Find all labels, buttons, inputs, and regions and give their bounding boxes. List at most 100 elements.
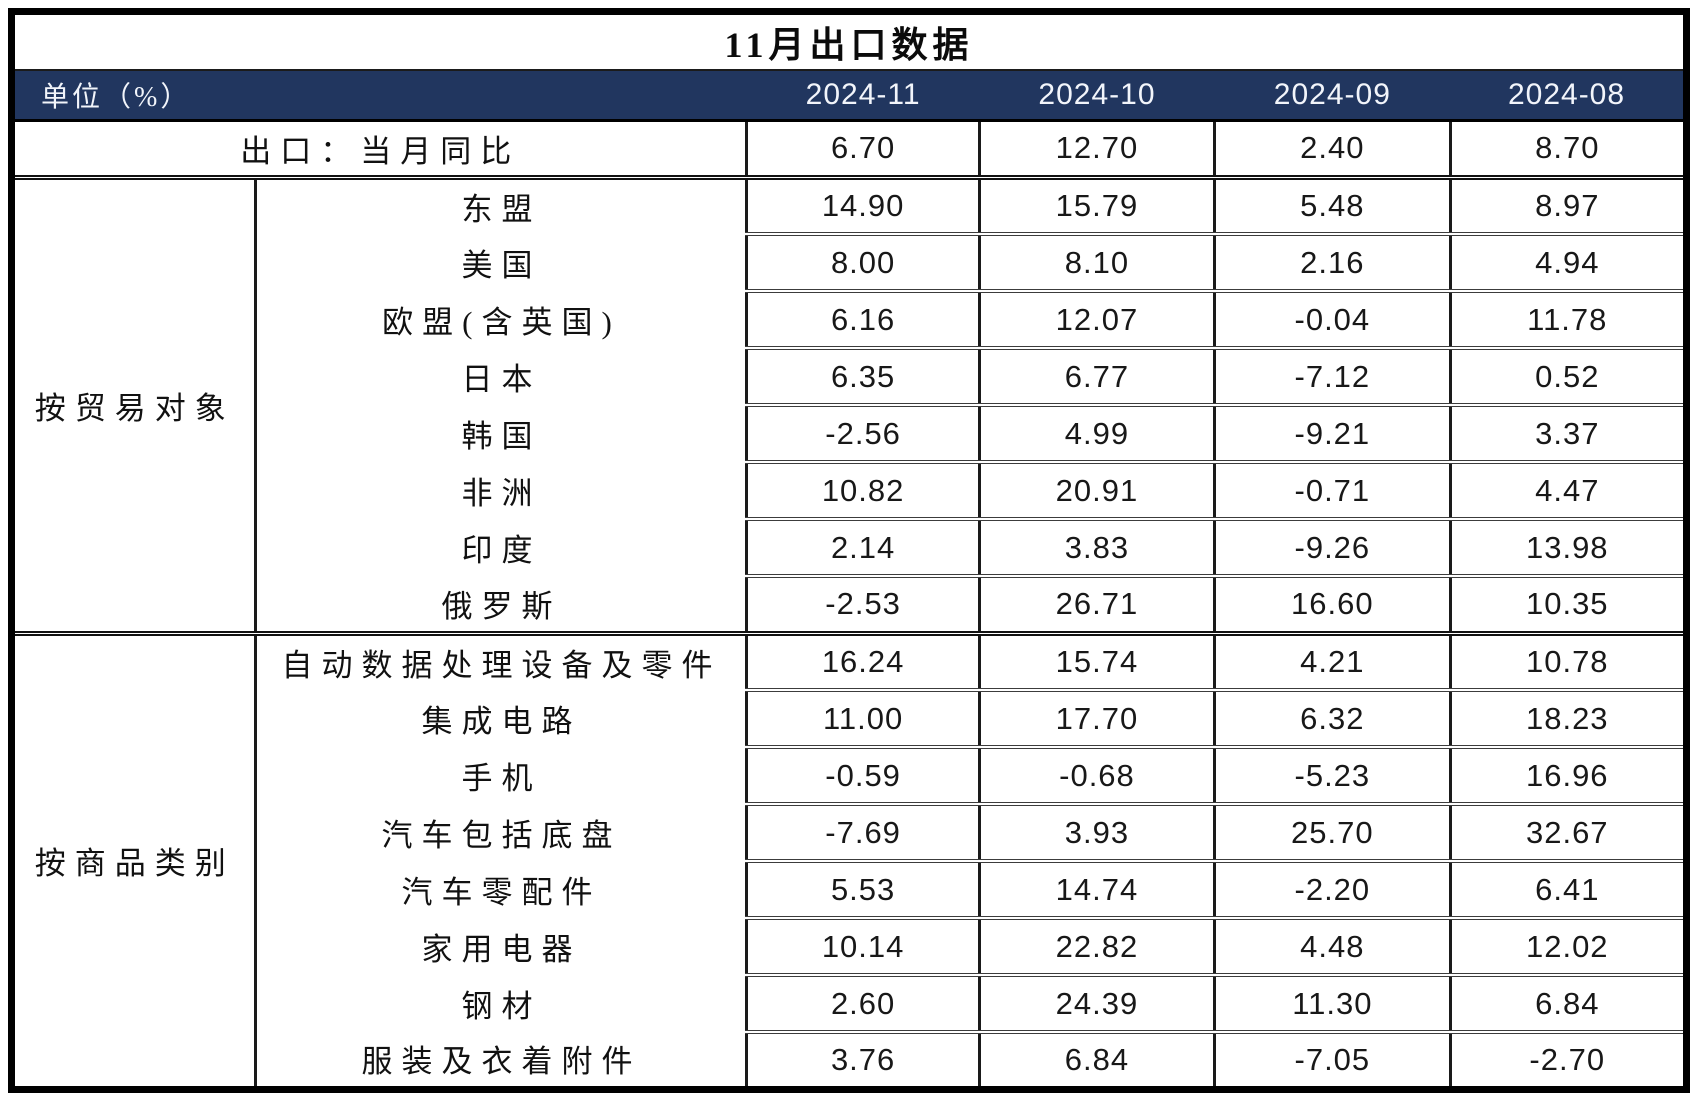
value-cell: 6.77 bbox=[979, 346, 1217, 405]
value-cell: 10.35 bbox=[1450, 574, 1687, 633]
value-cell: -7.12 bbox=[1214, 346, 1452, 405]
value-cell: 3.93 bbox=[979, 802, 1217, 861]
value-cell: 5.48 bbox=[1214, 174, 1452, 234]
row-label-cell: 美国 bbox=[255, 234, 749, 291]
value-cell: 6.35 bbox=[746, 346, 981, 405]
value-cell: 13.98 bbox=[1450, 517, 1687, 576]
value-cell: -0.04 bbox=[1214, 289, 1452, 348]
value-cell: 32.67 bbox=[1450, 802, 1687, 861]
table-row: 欧盟(含英国) 6.16 12.07 -0.04 11.78 bbox=[12, 289, 1687, 348]
table-row: 俄罗斯 -2.53 26.71 16.60 10.35 bbox=[12, 574, 1687, 633]
unit-header-cell: 单位（%） bbox=[11, 70, 256, 122]
value-cell: 3.76 bbox=[746, 1030, 981, 1089]
value-cell: 0.52 bbox=[1450, 346, 1687, 405]
value-cell: 6.16 bbox=[746, 289, 981, 348]
value-cell: 3.37 bbox=[1450, 403, 1687, 462]
value-cell: 11.78 bbox=[1450, 289, 1687, 348]
value-cell: 10.82 bbox=[746, 460, 981, 519]
value-cell: 4.94 bbox=[1450, 232, 1687, 291]
date-header-cell: 2024-11 bbox=[746, 70, 980, 122]
value-cell: -5.23 bbox=[1214, 745, 1452, 804]
table-row: 家用电器 10.14 22.82 4.48 12.02 bbox=[12, 916, 1687, 975]
value-cell: 4.21 bbox=[1214, 630, 1452, 690]
value-cell: 11.00 bbox=[746, 688, 981, 747]
value-cell: 16.60 bbox=[1214, 574, 1452, 633]
export-data-table: 11月出口数据 单位（%） 2024-11 2024-10 2024-09 20… bbox=[8, 8, 1690, 1093]
value-cell: 6.84 bbox=[1450, 973, 1687, 1032]
value-cell: 16.24 bbox=[746, 630, 981, 690]
value-cell: 26.71 bbox=[979, 574, 1217, 633]
table-row: 汽车包括底盘 -7.69 3.93 25.70 32.67 bbox=[12, 802, 1687, 861]
row-label-cell: 服装及衣着附件 bbox=[255, 1032, 749, 1089]
value-cell: 4.48 bbox=[1214, 916, 1452, 975]
value-cell: 2.40 bbox=[1214, 120, 1452, 177]
row-label-cell: 手机 bbox=[255, 747, 749, 804]
value-cell: 8.10 bbox=[979, 232, 1217, 291]
blank-header-cell bbox=[255, 70, 747, 122]
row-label-cell: 韩国 bbox=[255, 405, 749, 462]
table-row: 钢材 2.60 24.39 11.30 6.84 bbox=[12, 973, 1687, 1032]
table-row: 韩国 -2.56 4.99 -9.21 3.37 bbox=[12, 403, 1687, 462]
value-cell: 10.14 bbox=[746, 916, 981, 975]
value-cell: 12.07 bbox=[979, 289, 1217, 348]
value-cell: 17.70 bbox=[979, 688, 1217, 747]
table-row: 汽车零配件 5.53 14.74 -2.20 6.41 bbox=[12, 859, 1687, 918]
value-cell: 8.70 bbox=[1535, 130, 1600, 165]
row-label-cell: 东盟 bbox=[255, 174, 749, 234]
table-row-summary: 出口：当月同比 6.70 12.70 2.40 8.70 bbox=[11, 120, 1687, 177]
value-cell: 6.70 bbox=[746, 120, 981, 177]
value-cell: 4.99 bbox=[979, 403, 1217, 462]
date-header-cell: 2024-09 bbox=[1214, 70, 1451, 122]
value-cell: -2.70 bbox=[1450, 1030, 1687, 1089]
row-label-cell: 欧盟(含英国) bbox=[255, 291, 749, 348]
value-cell: 18.23 bbox=[1450, 688, 1687, 747]
row-label-cell: 汽车零配件 bbox=[255, 861, 749, 918]
table-row: 服装及衣着附件 3.76 6.84 -7.05 -2.70 bbox=[12, 1030, 1687, 1089]
value-cell: -9.26 bbox=[1214, 517, 1452, 576]
value-cell: 4.47 bbox=[1450, 460, 1687, 519]
value-cell: 2.14 bbox=[746, 517, 981, 576]
page-title: 11月出口数据 bbox=[11, 11, 1687, 71]
value-cell: -0.68 bbox=[979, 745, 1217, 804]
value-cell: -9.21 bbox=[1214, 403, 1452, 462]
value-cell: -2.53 bbox=[746, 574, 981, 633]
value-cell: 12.70 bbox=[979, 120, 1217, 177]
value-cell: 20.91 bbox=[979, 460, 1217, 519]
value-cell: -0.71 bbox=[1214, 460, 1452, 519]
header-row: 单位（%） 2024-11 2024-10 2024-09 2024-08 bbox=[11, 70, 1687, 122]
section-label-cell: 按商品类别 bbox=[11, 630, 258, 1089]
value-cell: -2.20 bbox=[1214, 859, 1452, 918]
table-row: 印度 2.14 3.83 -9.26 13.98 bbox=[12, 517, 1687, 576]
value-cell: 24.39 bbox=[979, 973, 1217, 1032]
value-cell: -7.05 bbox=[1214, 1030, 1452, 1089]
table-row: 集成电路 11.00 17.70 6.32 18.23 bbox=[12, 688, 1687, 747]
value-cell: 6.84 bbox=[979, 1030, 1217, 1089]
row-label-cell: 集成电路 bbox=[255, 690, 749, 747]
value-cell: 2.16 bbox=[1214, 232, 1452, 291]
value-cell: 10.78 bbox=[1450, 630, 1687, 690]
row-label-cell: 非洲 bbox=[255, 462, 749, 519]
value-cell: -7.69 bbox=[746, 802, 981, 861]
date-header-cell: 2024-10 bbox=[979, 70, 1215, 122]
value-cell: 3.83 bbox=[979, 517, 1217, 576]
value-cell: 2.60 bbox=[746, 973, 981, 1032]
value-cell: 8.97 bbox=[1450, 174, 1687, 234]
row-label-cell: 俄罗斯 bbox=[255, 576, 749, 633]
value-cell: 22.82 bbox=[979, 916, 1217, 975]
value-cell: -0.59 bbox=[746, 745, 981, 804]
table-row: 非洲 10.82 20.91 -0.71 4.47 bbox=[12, 460, 1687, 519]
row-label-cell: 家用电器 bbox=[255, 918, 749, 975]
row-label-cell: 自动数据处理设备及零件 bbox=[255, 630, 749, 690]
value-cell: 6.41 bbox=[1450, 859, 1687, 918]
value-cell: 15.79 bbox=[979, 174, 1217, 234]
title-row: 11月出口数据 bbox=[11, 11, 1687, 71]
value-cell: 15.74 bbox=[979, 630, 1217, 690]
table-row: 美国 8.00 8.10 2.16 4.94 bbox=[12, 232, 1687, 291]
value-cell: 5.53 bbox=[746, 859, 981, 918]
row-label-cell: 出口：当月同比 bbox=[11, 120, 749, 177]
value-cell: 14.74 bbox=[979, 859, 1217, 918]
section-label-cell: 按贸易对象 bbox=[11, 174, 258, 633]
row-label-cell: 汽车包括底盘 bbox=[255, 804, 749, 861]
table-row: 日本 6.35 6.77 -7.12 0.52 bbox=[12, 346, 1687, 405]
